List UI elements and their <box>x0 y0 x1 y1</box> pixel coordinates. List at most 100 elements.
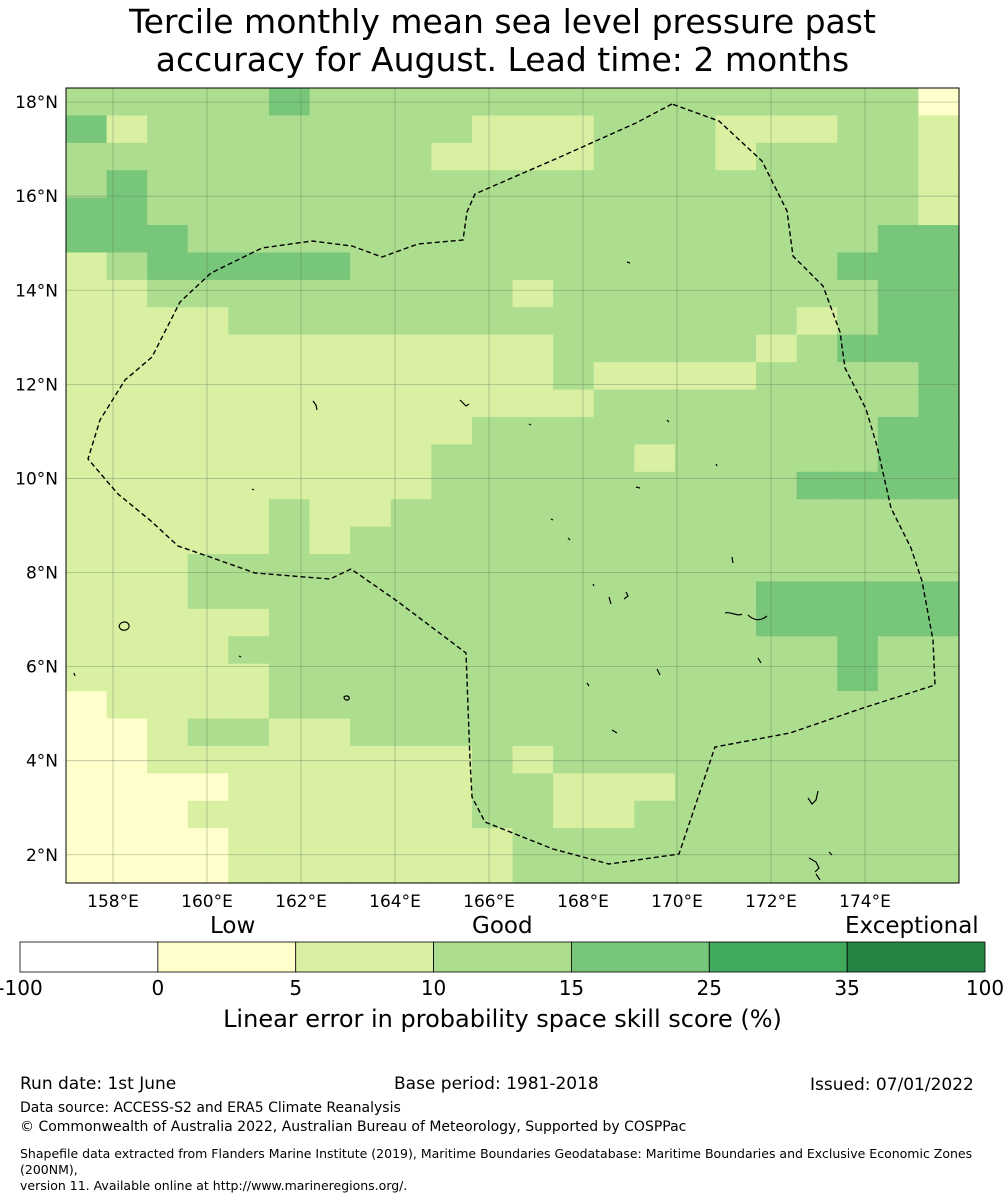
grid-cell <box>796 334 838 363</box>
island <box>611 729 618 734</box>
grid-cell <box>66 225 108 254</box>
grid-cell <box>350 855 392 884</box>
grid-cell <box>715 362 757 391</box>
grid-cell <box>674 718 717 747</box>
grid-cell <box>553 389 595 418</box>
grid-cell <box>715 225 757 254</box>
grid-cell <box>553 554 595 583</box>
issued-date: Issued: 07/01/2022 <box>810 1075 974 1095</box>
colorbar-label: Linear error in probability space skill … <box>223 1005 782 1033</box>
grid-cell <box>715 142 757 171</box>
grid-cell <box>268 471 311 500</box>
grid-cell <box>674 334 717 363</box>
grid-cell <box>350 554 392 583</box>
grid-cell <box>715 307 757 336</box>
grid-cell <box>634 499 676 528</box>
grid-cell <box>634 444 676 473</box>
grid-cell <box>390 800 432 829</box>
grid-cell <box>593 691 635 720</box>
island <box>635 486 641 489</box>
grid-cell <box>796 745 838 774</box>
grid-cell <box>187 389 229 418</box>
grid-cell <box>796 581 838 610</box>
grid-cell <box>350 444 392 473</box>
grid-cell <box>350 499 392 528</box>
run-date: Run date: 1st June <box>20 1074 177 1094</box>
grid-cell <box>756 362 798 391</box>
grid-cell <box>553 252 595 281</box>
grid-cell <box>512 581 554 610</box>
grid-cell <box>674 636 717 665</box>
grid-cell <box>877 554 920 583</box>
grid-cell <box>66 581 108 610</box>
grid-cell <box>593 389 635 418</box>
grid-cell <box>471 252 514 281</box>
grid-cell <box>877 636 920 665</box>
grid-cell <box>309 471 351 500</box>
grid-cell <box>106 471 148 500</box>
grid-cell <box>187 279 229 308</box>
grid-cell <box>674 115 717 144</box>
grid-cell <box>512 142 554 171</box>
grid-cell <box>756 88 798 117</box>
island <box>608 596 612 605</box>
grid-cell <box>471 471 514 500</box>
grid-cell <box>268 170 311 199</box>
grid-cell <box>431 800 473 829</box>
grid-cell <box>634 636 676 665</box>
latitude-label: 18°N <box>15 93 58 113</box>
grid-cell <box>553 88 595 117</box>
grid-cell <box>106 855 148 884</box>
grid-cell <box>877 471 920 500</box>
grid-cell <box>66 362 108 391</box>
grid-cell <box>66 197 108 226</box>
grid-cell <box>390 170 432 199</box>
grid-cell <box>268 142 311 171</box>
grid-cell <box>147 608 189 637</box>
grid-cell <box>674 828 717 857</box>
grid-cell <box>877 115 920 144</box>
grid-cell <box>918 636 960 665</box>
grid-cell <box>593 773 635 802</box>
grid-cell <box>553 636 595 665</box>
grid-cell <box>715 444 757 473</box>
island <box>666 419 670 423</box>
grid-cell <box>350 115 392 144</box>
grid-cell <box>634 170 676 199</box>
grid-cell <box>309 307 351 336</box>
grid-cell <box>756 225 798 254</box>
grid-cell <box>715 828 757 857</box>
grid-cell <box>66 800 108 829</box>
grid-cell <box>431 554 473 583</box>
grid-cell <box>431 225 473 254</box>
grid-cell <box>431 170 473 199</box>
grid-cell <box>187 142 229 171</box>
grid-cell <box>106 773 148 802</box>
grid-cell <box>512 526 554 555</box>
grid-cell <box>268 444 311 473</box>
grid-cell <box>471 636 514 665</box>
grid-cell <box>553 170 595 199</box>
grid-cell <box>553 197 595 226</box>
grid-cell <box>431 142 473 171</box>
grid-cell <box>390 197 432 226</box>
grid-cell <box>147 745 189 774</box>
grid-cell <box>431 499 473 528</box>
grid-cell <box>674 279 717 308</box>
grid-cell <box>756 718 798 747</box>
longitude-label: 166°E <box>463 892 515 912</box>
grid-cell <box>147 170 189 199</box>
map-frame <box>65 87 960 884</box>
grid-cell <box>309 828 351 857</box>
grid-cell <box>756 691 798 720</box>
grid-cell <box>309 252 351 281</box>
grid-cell <box>553 800 595 829</box>
colorbar <box>19 941 986 973</box>
grid-cell <box>796 526 838 555</box>
grid-cell <box>715 334 757 363</box>
grid-cell <box>187 663 229 692</box>
grid-cell <box>837 252 879 281</box>
colorbar-segment <box>19 941 159 973</box>
grid-cell <box>837 855 879 884</box>
grid-cell <box>350 608 392 637</box>
